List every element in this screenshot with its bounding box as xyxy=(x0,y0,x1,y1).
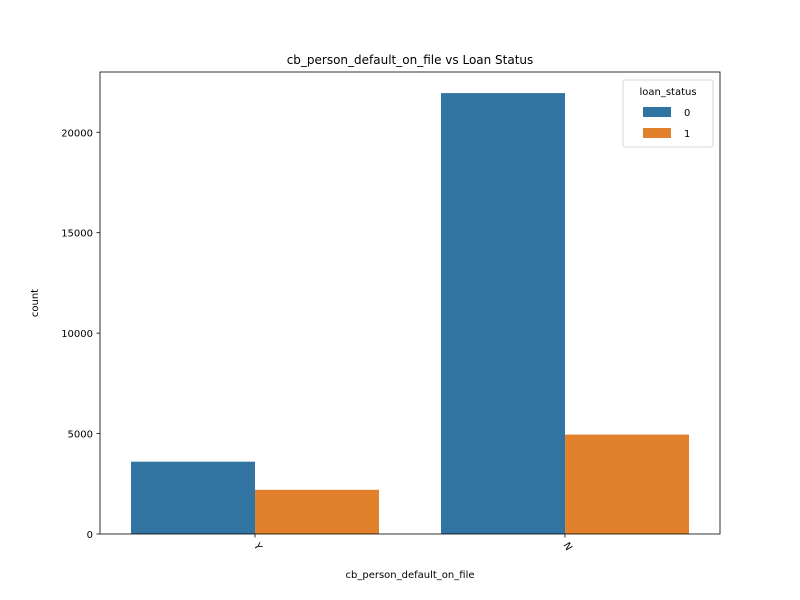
legend-title: loan_status xyxy=(639,87,696,98)
legend-label-1: 1 xyxy=(684,129,690,140)
chart-title: cb_person_default_on_file vs Loan Status xyxy=(287,53,534,67)
legend-swatch-0 xyxy=(643,107,671,117)
bar-N-loan-status-1 xyxy=(565,434,689,534)
bar-Y-loan-status-0 xyxy=(131,461,255,534)
x-axis-label: cb_person_default_on_file xyxy=(346,570,475,581)
y-tick-label: 5000 xyxy=(68,430,93,441)
x-tick-label: Y xyxy=(250,540,264,552)
bars-group xyxy=(131,93,689,534)
y-tick-label: 15000 xyxy=(61,229,93,240)
legend: loan_status 0 1 xyxy=(622,79,714,148)
y-tick-label: 20000 xyxy=(61,128,93,139)
x-tick-label: N xyxy=(561,541,574,553)
legend-swatch-1 xyxy=(643,128,671,138)
y-tick-label: 0 xyxy=(87,530,93,541)
plot-frame xyxy=(99,71,721,535)
legend-label-0: 0 xyxy=(684,108,690,119)
y-axis-label: count xyxy=(30,289,41,317)
bar-Y-loan-status-1 xyxy=(255,489,379,534)
y-axis: 0 5000 10000 15000 20000 xyxy=(61,128,100,541)
bar-N-loan-status-0 xyxy=(441,93,565,534)
y-tick-label: 10000 xyxy=(61,329,93,340)
